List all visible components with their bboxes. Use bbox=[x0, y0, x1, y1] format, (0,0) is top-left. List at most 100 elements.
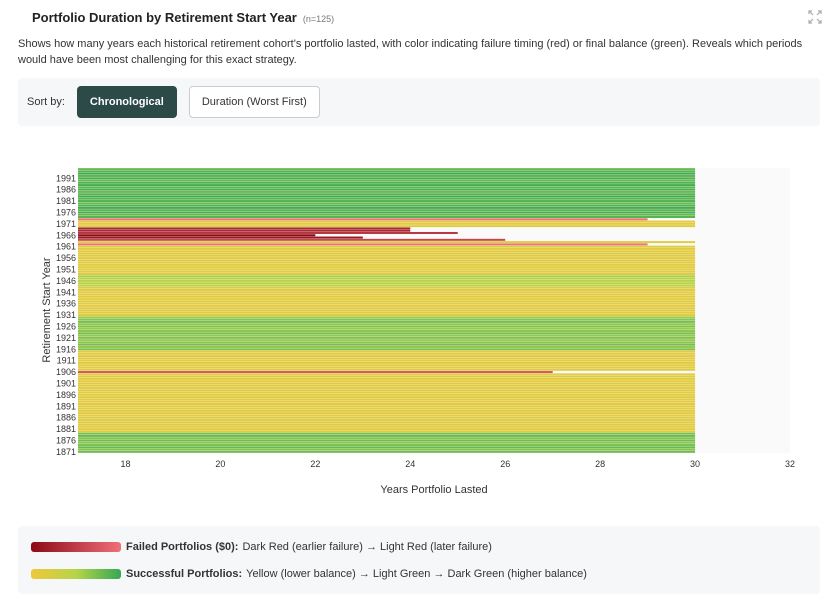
bar-1954 bbox=[78, 261, 696, 264]
bar-1939 bbox=[78, 295, 696, 298]
bar-1974 bbox=[78, 216, 696, 219]
x-tick-20: 20 bbox=[215, 459, 225, 469]
bar-1940 bbox=[78, 293, 696, 296]
bar-1903 bbox=[78, 377, 696, 380]
y-tick-1876: 1876 bbox=[56, 435, 76, 445]
bar-1992 bbox=[78, 174, 696, 177]
bar-1908 bbox=[78, 366, 696, 369]
legend-success-title: Successful Portfolios: bbox=[126, 568, 243, 580]
bar-1986 bbox=[78, 188, 696, 191]
bar-1891 bbox=[78, 405, 696, 408]
bar-1875 bbox=[78, 441, 696, 444]
bar-1969 bbox=[78, 227, 411, 230]
bar-1921 bbox=[78, 336, 696, 339]
bar-1894 bbox=[78, 398, 696, 401]
bar-1952 bbox=[78, 266, 696, 269]
bar-1956 bbox=[78, 257, 696, 260]
bar-1892 bbox=[78, 402, 696, 405]
y-tick-1916: 1916 bbox=[56, 344, 76, 354]
bar-1929 bbox=[78, 318, 696, 321]
bar-1945 bbox=[78, 282, 696, 285]
sort-label: Sort by: bbox=[27, 96, 65, 108]
bar-1981 bbox=[78, 200, 696, 203]
x-tick-18: 18 bbox=[120, 459, 130, 469]
y-tick-1961: 1961 bbox=[56, 242, 76, 252]
bar-1922 bbox=[78, 334, 696, 337]
y-tick-1956: 1956 bbox=[56, 253, 76, 263]
legend-failed-title: Failed Portfolios ($0): bbox=[126, 541, 239, 553]
bar-1896 bbox=[78, 393, 696, 396]
bar-1976 bbox=[78, 211, 696, 214]
x-axis-label: Years Portfolio Lasted bbox=[380, 484, 487, 496]
legend-failed-desc: Dark Red (earlier failure) → Light Red (… bbox=[242, 541, 492, 553]
bar-1932 bbox=[78, 311, 696, 314]
y-tick-1931: 1931 bbox=[56, 310, 76, 320]
bar-1913 bbox=[78, 355, 696, 358]
bar-1991 bbox=[78, 177, 696, 180]
bar-1876 bbox=[78, 439, 696, 442]
bar-1919 bbox=[78, 341, 696, 344]
bar-1883 bbox=[78, 423, 696, 426]
legend-success: Successful Portfolios: Yellow (lower bal… bbox=[31, 568, 587, 580]
bar-1897 bbox=[78, 391, 696, 394]
bar-1900 bbox=[78, 384, 696, 387]
y-tick-1881: 1881 bbox=[56, 424, 76, 434]
bar-1944 bbox=[78, 284, 696, 287]
bar-1966 bbox=[78, 234, 316, 237]
bar-1873 bbox=[78, 446, 696, 449]
bar-1973 bbox=[78, 218, 648, 221]
bar-1884 bbox=[78, 421, 696, 424]
success-gradient-swatch bbox=[31, 569, 121, 579]
sort-duration-button[interactable]: Duration (Worst First) bbox=[188, 86, 320, 118]
legend-failed: Failed Portfolios ($0): Dark Red (earlie… bbox=[31, 541, 492, 553]
bar-1987 bbox=[78, 186, 696, 189]
bar-1960 bbox=[78, 247, 696, 250]
y-tick-1886: 1886 bbox=[56, 413, 76, 423]
color-legend: Failed Portfolios ($0): Dark Red (earlie… bbox=[18, 526, 820, 594]
bar-1880 bbox=[78, 430, 696, 433]
bar-1988 bbox=[78, 184, 696, 187]
chart-header: Portfolio Duration by Retirement Start Y… bbox=[32, 10, 334, 25]
bar-1915 bbox=[78, 350, 696, 353]
bar-1955 bbox=[78, 259, 696, 262]
bar-1907 bbox=[78, 368, 696, 371]
bar-1962 bbox=[78, 243, 648, 246]
sort-chronological-button[interactable]: Chronological bbox=[76, 86, 177, 118]
y-tick-1911: 1911 bbox=[57, 356, 76, 366]
failed-gradient-swatch bbox=[31, 542, 121, 552]
bar-1881 bbox=[78, 428, 696, 431]
bar-1943 bbox=[78, 286, 696, 289]
x-tick-26: 26 bbox=[500, 459, 510, 469]
bar-1990 bbox=[78, 179, 696, 182]
bar-1927 bbox=[78, 323, 696, 326]
bar-1886 bbox=[78, 416, 696, 419]
y-tick-1991: 1991 bbox=[56, 173, 76, 183]
bar-1898 bbox=[78, 389, 696, 392]
y-tick-1901: 1901 bbox=[56, 378, 76, 388]
bar-1926 bbox=[78, 325, 696, 328]
bar-1935 bbox=[78, 304, 696, 307]
bar-1904 bbox=[78, 375, 696, 378]
bar-1912 bbox=[78, 357, 696, 360]
expand-icon[interactable] bbox=[808, 10, 822, 24]
bar-1925 bbox=[78, 327, 696, 330]
bar-1920 bbox=[78, 339, 696, 342]
bar-1972 bbox=[78, 220, 696, 223]
bar-1980 bbox=[78, 202, 696, 205]
bar-1895 bbox=[78, 396, 696, 399]
bar-1971 bbox=[78, 222, 696, 225]
y-tick-1971: 1971 bbox=[56, 219, 76, 229]
bar-1995 bbox=[78, 168, 696, 171]
bar-1993 bbox=[78, 172, 696, 175]
bar-1984 bbox=[78, 193, 696, 196]
x-tick-22: 22 bbox=[310, 459, 320, 469]
bar-1985 bbox=[78, 190, 696, 193]
bar-1905 bbox=[78, 373, 696, 376]
bar-1888 bbox=[78, 412, 696, 415]
bar-1917 bbox=[78, 345, 696, 348]
bar-1975 bbox=[78, 213, 696, 216]
bars-group bbox=[78, 168, 696, 453]
bar-1994 bbox=[78, 170, 696, 173]
